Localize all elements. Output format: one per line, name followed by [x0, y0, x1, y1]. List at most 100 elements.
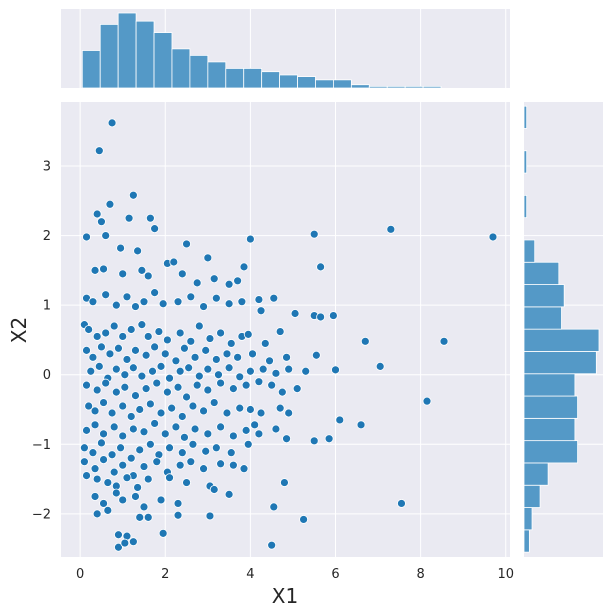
scatter-point: [99, 398, 108, 407]
scatter-point: [311, 350, 321, 360]
scatter-point: [180, 432, 189, 442]
scatter-point: [120, 382, 130, 392]
scatter-point: [82, 345, 91, 355]
scatter-point: [82, 380, 91, 390]
top-histogram-bar: [261, 71, 281, 89]
top-histogram-bar: [81, 50, 101, 89]
scatter-point: [199, 302, 208, 311]
scatter-point: [86, 366, 96, 376]
scatter-point: [316, 262, 326, 272]
scatter-point: [192, 380, 202, 390]
scatter-point: [243, 329, 253, 339]
scatter-point: [148, 366, 157, 376]
scatter-point: [128, 363, 138, 373]
scatter-point: [241, 380, 251, 390]
scatter-point: [150, 224, 160, 234]
right-histogram-bar: [523, 440, 578, 464]
scatter-point: [180, 343, 189, 353]
scatter-point: [292, 384, 302, 394]
top-histogram-bar: [315, 79, 334, 89]
scatter-point: [156, 361, 166, 371]
scatter-point: [105, 199, 115, 209]
scatter-point: [245, 366, 255, 376]
y-tick-label: 1: [43, 299, 51, 314]
top-histogram-bar: [279, 74, 298, 89]
top-histogram-bar: [171, 48, 191, 89]
scatter-point: [209, 274, 219, 284]
scatter-point: [94, 146, 104, 156]
scatter-point: [120, 538, 130, 548]
right-histogram-bar: [523, 373, 576, 397]
x-tick-label: 4: [246, 567, 254, 582]
scatter-point: [235, 372, 245, 382]
scatter-point: [184, 363, 194, 373]
scatter-point: [233, 276, 243, 286]
scatter-point: [114, 530, 123, 540]
right-histogram-bar: [523, 261, 560, 285]
scatter-point: [173, 297, 183, 307]
y-tick-label: −1: [32, 438, 51, 453]
scatter-point: [267, 540, 277, 550]
scatter-point: [167, 403, 177, 413]
scatter-point: [92, 385, 102, 395]
scatter-point: [188, 401, 198, 411]
right-histogram-bar: [523, 328, 600, 352]
scatter-point: [92, 509, 102, 519]
scatter-point: [271, 368, 281, 378]
y-tick-label: −2: [32, 507, 51, 522]
scatter-point: [97, 438, 106, 448]
scatter-point: [209, 485, 219, 494]
scatter-point: [118, 495, 128, 505]
scatter-point: [150, 288, 160, 298]
x-tick-label: 10: [497, 567, 514, 582]
right-histogram-bar: [523, 239, 536, 263]
scatter-point: [267, 380, 277, 390]
scatter-point: [375, 361, 385, 371]
scatter-point: [162, 335, 172, 345]
scatter-point: [137, 320, 147, 330]
scatter-point: [126, 325, 136, 334]
scatter-point: [254, 295, 264, 304]
scatter-point: [128, 190, 138, 200]
scatter-point: [131, 391, 140, 400]
scatter-point: [101, 378, 111, 388]
scatter-point: [99, 264, 108, 274]
scatter-point: [182, 478, 191, 487]
scatter-point: [243, 439, 253, 449]
right-marginal-bars: [523, 105, 600, 553]
scatter-point: [188, 439, 198, 449]
scatter-point: [80, 457, 89, 467]
scatter-point: [239, 262, 249, 272]
scatter-point: [143, 474, 153, 484]
scatter-point: [301, 366, 311, 376]
top-histogram-bar: [117, 12, 137, 89]
scatter-point: [150, 419, 160, 428]
scatter-point: [488, 232, 498, 242]
scatter-point: [237, 297, 247, 307]
scatter-point: [245, 405, 255, 414]
scatter-point: [154, 327, 164, 336]
scatter-point: [254, 429, 264, 439]
right-histogram-bar: [523, 284, 565, 308]
scatter-point: [190, 424, 200, 434]
scatter-point: [224, 279, 234, 289]
scatter-point: [118, 401, 128, 411]
scatter-point: [192, 278, 202, 288]
scatter-point: [116, 243, 125, 253]
scatter-point: [316, 312, 326, 322]
scatter-point: [205, 511, 215, 521]
scatter-point: [141, 350, 151, 360]
scatter-point: [101, 328, 111, 338]
scatter-point: [211, 293, 221, 303]
scatter-point: [171, 422, 181, 432]
scatter-point: [99, 429, 108, 439]
scatter-point: [182, 392, 191, 402]
top-histogram-bar: [153, 32, 173, 89]
scatter-point: [165, 373, 174, 383]
scatter-point: [203, 385, 213, 395]
scatter-point: [182, 239, 191, 249]
top-histogram-bar: [135, 20, 155, 89]
scatter-point: [92, 209, 102, 219]
top-histogram-bar: [225, 68, 245, 89]
top-histogram-bar: [422, 85, 442, 89]
